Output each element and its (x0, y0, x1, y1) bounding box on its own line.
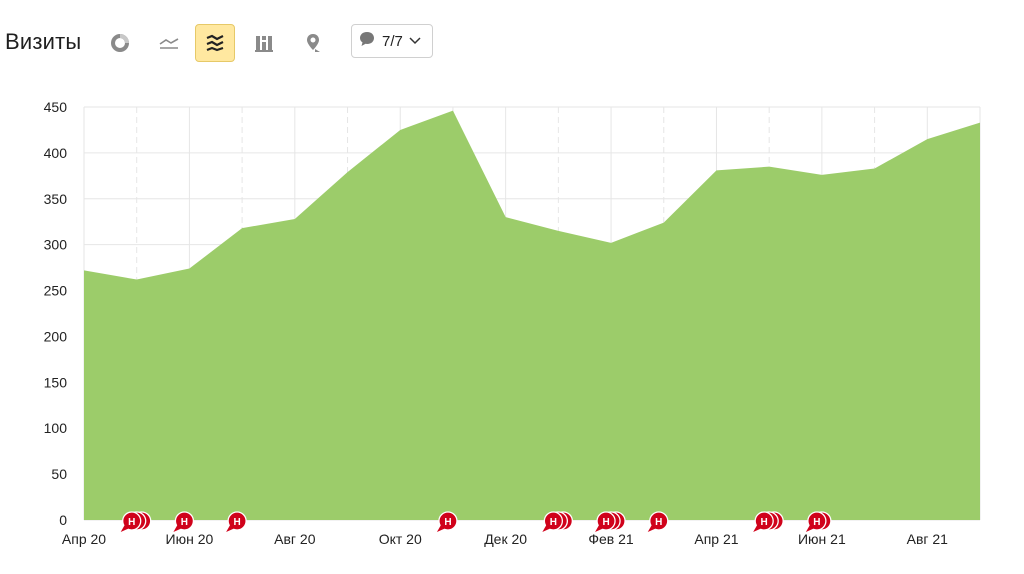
y-tick-label: 50 (51, 466, 67, 482)
x-tick-label: Авг 20 (274, 531, 316, 547)
comments-filter-dropdown[interactable]: 7/7 (351, 24, 433, 58)
x-tick-label: Дек 20 (484, 531, 527, 547)
y-tick-label: 250 (44, 283, 68, 299)
comment-marker-label: Н (602, 517, 609, 528)
page-title: Визиты (5, 29, 82, 54)
y-tick-label: 0 (59, 512, 67, 528)
x-tick-label: Авг 21 (907, 531, 949, 547)
area-chart-view-button[interactable] (195, 24, 235, 62)
comment-marker[interactable]: Н (805, 511, 827, 532)
speech-bubble-icon (358, 30, 376, 53)
pie-chart-view-button[interactable] (100, 24, 140, 62)
y-tick-label: 300 (44, 237, 68, 253)
y-tick-label: 100 (44, 420, 68, 436)
comment-marker-label: Н (234, 517, 241, 528)
comment-marker-label: Н (813, 517, 820, 528)
map-pin-icon (304, 32, 322, 54)
bar-chart-view-button[interactable] (244, 24, 284, 62)
y-tick-label: 400 (44, 145, 68, 161)
comment-marker-label: Н (550, 517, 557, 528)
map-view-button[interactable] (293, 24, 333, 62)
comment-marker[interactable]: Н (173, 511, 195, 532)
comment-marker[interactable]: Н (753, 511, 774, 532)
comment-marker-label: Н (181, 517, 188, 528)
y-tick-label: 200 (44, 328, 68, 344)
comment-marker[interactable]: Н (542, 511, 564, 532)
pie-chart-icon (110, 33, 130, 53)
area-chart-icon (205, 34, 225, 52)
x-tick-label: Апр 20 (62, 531, 106, 547)
comment-marker[interactable]: Н (226, 511, 247, 532)
comment-marker-label: Н (128, 517, 135, 528)
x-tick-label: Апр 21 (694, 531, 738, 547)
line-chart-icon (158, 35, 180, 51)
comment-marker[interactable]: Н (436, 511, 458, 532)
y-tick-label: 350 (44, 191, 68, 207)
y-tick-label: 150 (44, 374, 68, 390)
y-tick-label: 450 (44, 99, 68, 115)
x-tick-label: Июн 20 (166, 531, 214, 547)
x-tick-label: Окт 20 (379, 531, 422, 547)
comment-marker[interactable]: Н (647, 511, 669, 532)
bar-chart-icon (254, 33, 274, 53)
visits-area-series (84, 110, 980, 520)
comment-marker[interactable]: Н (595, 511, 616, 532)
comment-marker-label: Н (655, 517, 662, 528)
line-chart-view-button[interactable] (149, 24, 189, 62)
chevron-down-icon (409, 32, 421, 50)
comment-marker-label: Н (444, 517, 451, 528)
comments-filter-value: 7/7 (382, 32, 403, 50)
comment-marker-label: Н (761, 517, 768, 528)
comment-marker[interactable]: Н (120, 511, 142, 532)
x-tick-label: Фев 21 (588, 531, 634, 547)
x-tick-label: Июн 21 (798, 531, 846, 547)
